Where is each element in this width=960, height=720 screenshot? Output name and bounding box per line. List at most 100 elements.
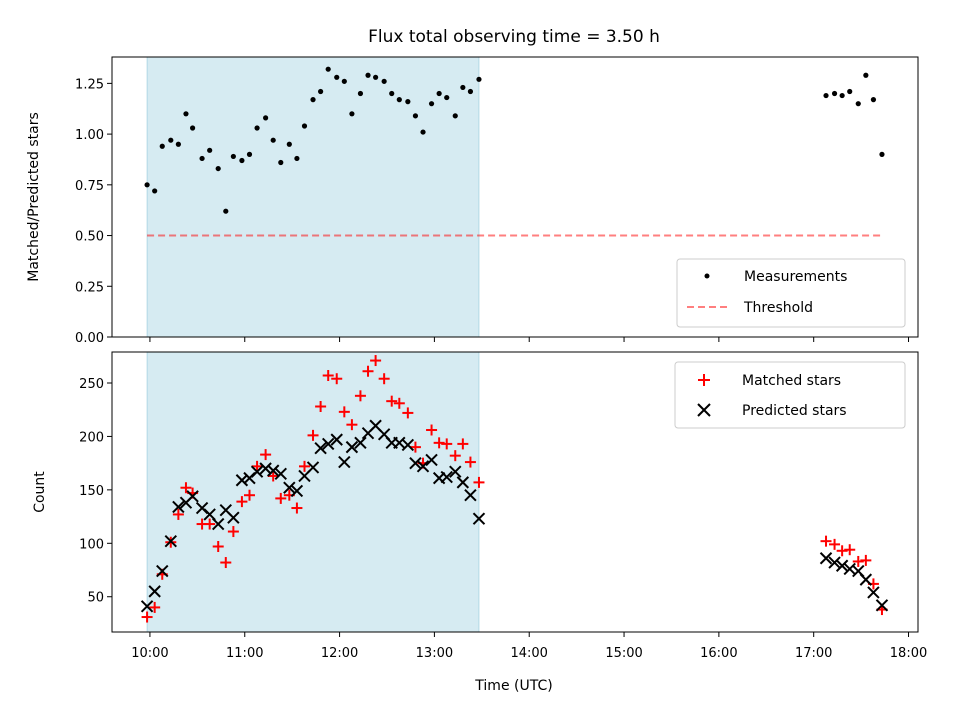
measurement-point [207, 147, 213, 153]
measurement-point [175, 141, 181, 147]
measurement-point [823, 92, 829, 99]
matched-star-marker [402, 407, 414, 419]
top-panel: 0.00 0.25 0.50 0.75 1.00 1.25 Matched/Predict… [26, 56, 919, 346]
y-tick-label: 0.25 [75, 280, 104, 295]
legend-predicted-label: Predicted stars [742, 403, 847, 419]
measurement-point [460, 84, 466, 91]
legend-matched-label: Matched stars [742, 373, 841, 389]
matched-star-marker [267, 470, 279, 482]
matched-star-marker [378, 373, 390, 385]
matched-star-marker [236, 496, 248, 508]
matched-star-marker [354, 390, 366, 402]
predicted-star-marker [456, 476, 470, 489]
x-tick-label: 12:00 [321, 646, 358, 661]
predicted-star-marker [440, 470, 453, 484]
measurement-point [325, 66, 331, 72]
predicted-star-marker [859, 573, 873, 586]
measurement-point [831, 90, 838, 97]
matched-star-marker [426, 424, 438, 436]
predicted-star-marker [186, 490, 199, 503]
matched-star-marker [275, 492, 287, 504]
measurement-point [879, 151, 885, 157]
bottom-panel: 50 100 150 200 250 10:00 11:00 12:00 13:00 14:00… [32, 351, 927, 694]
measurement-point [863, 72, 869, 78]
x-tick-label: 15:00 [605, 646, 642, 661]
measurement-point [389, 90, 395, 97]
matched-star-marker [844, 544, 856, 556]
predicted-star-marker [464, 488, 477, 502]
predicted-star-marker [283, 481, 296, 494]
predicted-star-marker [472, 512, 486, 525]
chart-title: Flux total observing time = 3.50 h [368, 27, 660, 47]
predicted-star-marker [266, 464, 280, 477]
measurement-point [412, 113, 419, 119]
predicted-star-marker [321, 437, 335, 451]
x-tick-label: 14:00 [510, 646, 547, 661]
y-tick-label: 100 [79, 537, 104, 552]
measurement-point [405, 99, 411, 105]
matched-star-marker [433, 437, 445, 449]
predicted-star-marker [819, 552, 833, 565]
bottom-x-axis: 10:00 11:00 12:00 13:00 14:00 15:00 16:00 17:00… [131, 632, 927, 661]
measurement-point [144, 182, 150, 188]
bottom-legend-box [674, 361, 906, 429]
predicted-star-marker [828, 556, 841, 569]
y-tick-label: 200 [79, 430, 104, 445]
predicted-star-marker [172, 500, 185, 514]
measurement-point [215, 165, 221, 172]
measurement-point [168, 137, 174, 143]
y-tick-label: 150 [79, 484, 104, 499]
measurement-point [428, 101, 435, 107]
bottom-legend: Matched stars Predicted stars [674, 361, 906, 429]
predicted-star-marker [274, 467, 287, 481]
top-axes-frame [111, 56, 919, 338]
predicted-star-markers [140, 419, 889, 613]
measurement-point [870, 97, 877, 103]
bottom-shaded-span [146, 351, 480, 633]
measurement-point [396, 97, 402, 103]
matched-star-marker [141, 611, 153, 623]
measurement-point [357, 90, 364, 97]
measurement-point [855, 101, 861, 107]
predicted-star-marker [330, 433, 343, 446]
legend-predicted-marker [697, 403, 711, 417]
measurement-point [278, 159, 284, 166]
measurement-point [341, 78, 347, 84]
measurement-point [420, 129, 426, 135]
matched-star-marker [346, 419, 358, 431]
measurement-point [436, 90, 442, 97]
measurement-point [467, 88, 474, 95]
matched-star-marker [180, 482, 192, 494]
predicted-star-marker [867, 586, 880, 599]
x-tick-label: 18:00 [890, 646, 927, 661]
measurement-point [152, 188, 158, 194]
predicted-star-marker [416, 460, 430, 473]
predicted-star-marker [425, 453, 438, 467]
matched-star-marker [820, 535, 832, 547]
matched-star-marker [370, 355, 382, 367]
matched-star-marker [860, 554, 872, 566]
top-x-axis-ticks [149, 337, 910, 342]
predicted-star-marker [875, 599, 889, 612]
matched-star-marker [260, 449, 272, 461]
measurement-point [365, 72, 371, 78]
measurement-point [183, 111, 189, 117]
predicted-star-marker [259, 462, 272, 475]
y-tick-label: 50 [87, 591, 104, 606]
measurement-point [476, 76, 482, 82]
predicted-star-marker [409, 456, 422, 470]
measurement-point [254, 125, 260, 131]
legend-threshold-label: Threshold [743, 300, 813, 316]
predicted-star-marker [211, 517, 225, 531]
measurement-point [318, 88, 324, 95]
measurement-point [246, 151, 253, 157]
predicted-star-marker [235, 474, 249, 487]
measurement-point [839, 92, 845, 99]
predicted-star-marker [338, 455, 351, 469]
measurement-point [452, 113, 458, 119]
predicted-star-marker [835, 559, 849, 572]
predicted-star-marker [306, 461, 320, 474]
matched-star-marker [362, 365, 374, 377]
matched-star-marker [220, 557, 232, 569]
matched-star-marker [204, 518, 216, 530]
